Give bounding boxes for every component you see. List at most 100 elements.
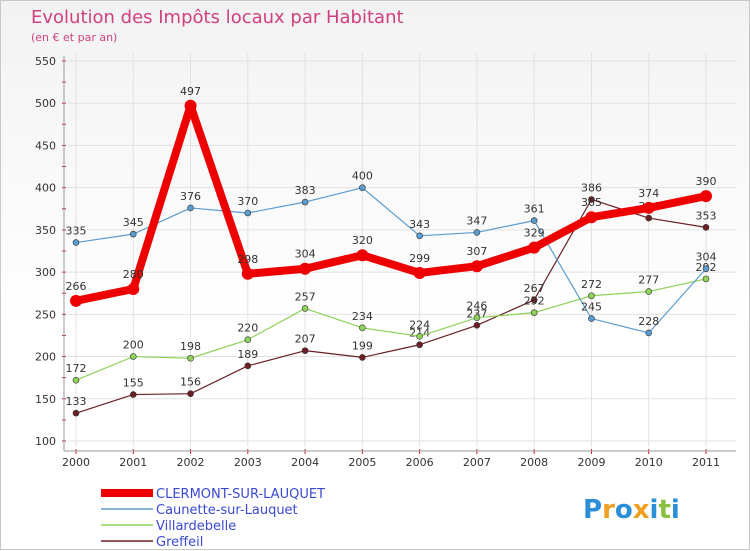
legend-label: Caunette-sur-Lauquet (156, 503, 298, 518)
data-label: 329 (524, 227, 545, 240)
logo-letter: i (650, 495, 659, 525)
data-label: 365 (581, 196, 602, 209)
data-point (187, 354, 194, 362)
data-label: 307 (466, 245, 487, 258)
data-point (645, 329, 653, 337)
data-point (702, 275, 710, 283)
data-label: 199 (352, 339, 373, 352)
data-label: 353 (696, 209, 717, 222)
y-tick-label: 450 (35, 139, 56, 152)
logo-text: Proxiti (583, 495, 680, 525)
chart-subtitle: (en € et par an) (31, 31, 117, 44)
data-label: 299 (409, 252, 430, 265)
x-tick-label: 2010 (635, 456, 663, 469)
data-point (72, 376, 80, 384)
data-label: 361 (524, 203, 545, 216)
data-label: 298 (237, 253, 258, 266)
data-point (241, 267, 254, 280)
series-villardebelle: 172200198220257234224246252272277292 (66, 261, 717, 384)
legend-label: CLERMONT-SUR-LAUQUET (156, 487, 325, 502)
data-point (416, 341, 423, 349)
x-tick-label: 2005 (348, 456, 376, 469)
data-label: 272 (581, 278, 602, 291)
data-label: 228 (638, 315, 659, 328)
data-label: 267 (524, 282, 545, 295)
logo-letter: r (602, 495, 615, 525)
data-point (413, 266, 426, 279)
data-label: 257 (295, 290, 316, 303)
data-point (645, 214, 653, 222)
data-point (642, 201, 655, 214)
legend-item: Greffeil (101, 535, 203, 550)
x-tick-label: 2008 (520, 456, 548, 469)
data-label: 347 (466, 214, 487, 227)
data-point (301, 347, 309, 354)
logo-letter: o (615, 495, 633, 525)
data-point (588, 292, 595, 300)
data-label: 133 (66, 395, 87, 408)
chart-title: Evolution des Impôts locaux par Habitant (31, 7, 404, 28)
data-label: 343 (409, 218, 430, 231)
data-label: 245 (581, 301, 602, 314)
logo-letter: P (583, 495, 602, 525)
legend-item: CLERMONT-SUR-LAUQUET (101, 487, 325, 502)
data-point (299, 262, 312, 275)
data-label: 172 (66, 362, 87, 375)
x-tick-label: 2000 (62, 456, 90, 469)
data-point (359, 354, 366, 361)
data-label: 497 (180, 85, 201, 98)
data-point (530, 296, 538, 304)
data-label: 252 (524, 295, 545, 308)
y-tick-label: 100 (35, 435, 56, 448)
data-point (301, 198, 309, 206)
data-point (588, 196, 595, 203)
series-line (75, 198, 707, 414)
logo-letter: t (658, 495, 670, 525)
logo-letter: x (633, 495, 650, 525)
x-tick-label: 2002 (177, 456, 205, 469)
data-label: 335 (66, 225, 87, 238)
data-point (473, 322, 481, 329)
series-line (72, 101, 710, 305)
x-tick-label: 2001 (119, 456, 147, 469)
data-point (244, 362, 252, 370)
data-point (702, 265, 710, 273)
y-tick-label: 300 (35, 266, 56, 279)
x-tick-label: 2011 (692, 456, 720, 469)
data-point (702, 224, 710, 231)
data-point (416, 232, 423, 240)
y-tick-label: 500 (35, 97, 56, 110)
x-tick-label: 2007 (463, 456, 491, 469)
data-point (588, 315, 595, 322)
data-point (359, 184, 366, 191)
data-point (129, 391, 137, 398)
data-point (187, 390, 194, 398)
data-point (244, 336, 252, 343)
data-point (700, 190, 712, 203)
x-tick-label: 2004 (291, 456, 319, 469)
data-label: 207 (295, 333, 316, 346)
data-point (72, 409, 80, 417)
y-tick-label: 550 (35, 55, 56, 68)
data-point (356, 249, 369, 262)
x-tick-label: 2003 (234, 456, 262, 469)
y-tick-label: 350 (35, 224, 56, 237)
data-point (416, 332, 423, 340)
data-point (70, 294, 82, 307)
data-label: 224 (409, 318, 430, 331)
logo-letter: i (671, 495, 680, 525)
data-point (528, 241, 541, 254)
data-point (244, 209, 252, 217)
x-tick-label: 2009 (577, 456, 605, 469)
data-point (72, 239, 80, 246)
data-point (184, 99, 197, 112)
series-lines: 1331551561892071992142372673863643531722… (66, 85, 717, 417)
data-label: 370 (237, 195, 258, 208)
data-label: 390 (696, 175, 717, 188)
data-point (473, 229, 481, 236)
data-label: 155 (123, 377, 144, 390)
data-label: 280 (123, 268, 144, 281)
legend-label: Villardebelle (156, 519, 236, 534)
